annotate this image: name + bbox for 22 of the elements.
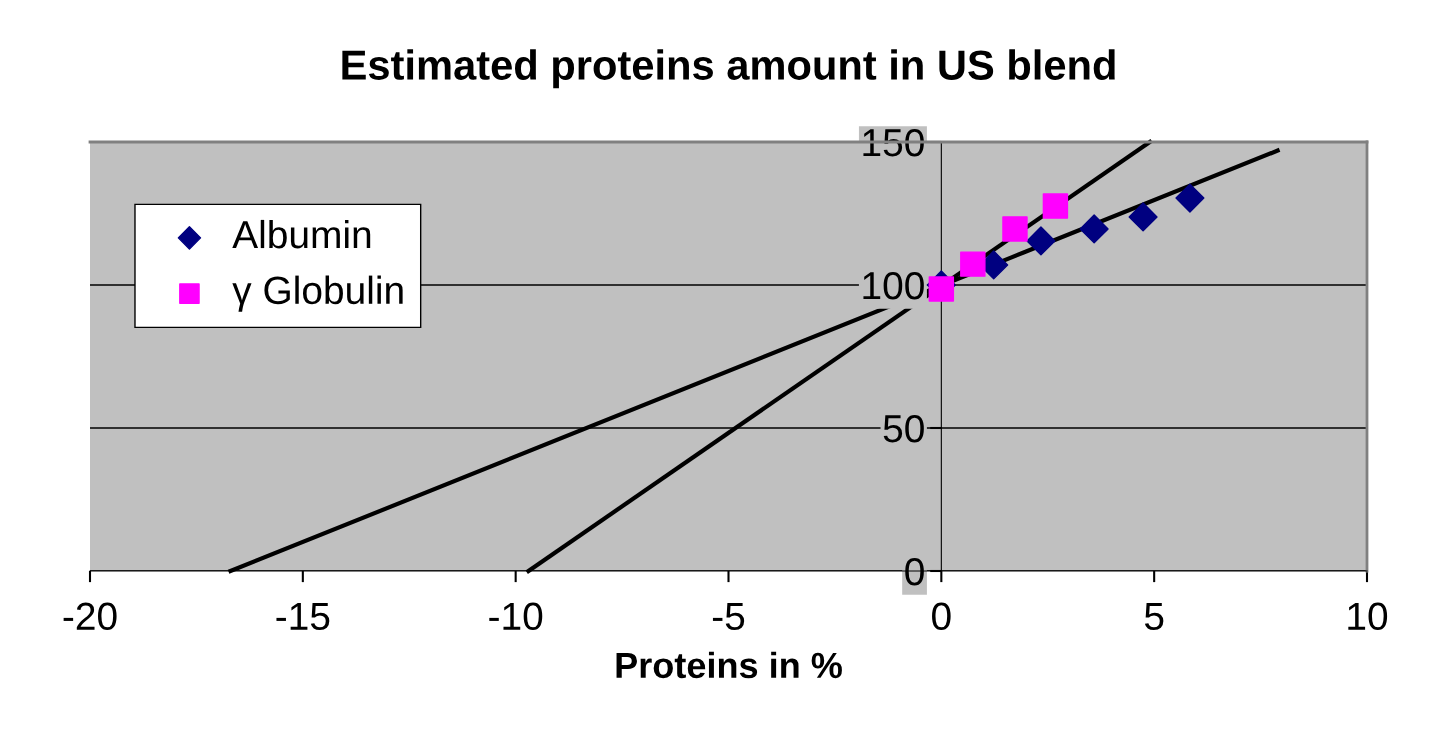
y-tick-label: 50 <box>883 414 924 443</box>
point <box>960 251 986 277</box>
x-tick-label: -20 <box>63 602 117 631</box>
x-tick-label: 5 <box>1144 602 1164 631</box>
x-tick-label: -10 <box>489 602 543 631</box>
x-tick-label: 10 <box>1348 602 1388 631</box>
x-tick-label: -15 <box>276 602 330 631</box>
legend-label: Albumin <box>232 219 371 249</box>
point <box>1026 226 1056 256</box>
point <box>1042 193 1069 219</box>
x-tick-label: -5 <box>712 602 745 631</box>
legend-label: γ Globulin <box>232 275 403 312</box>
point <box>1128 202 1158 232</box>
y-tick-label: 100 <box>863 271 924 300</box>
x-tick-label: 0 <box>932 602 951 631</box>
chart-title: Estimated proteins amount in US blend <box>342 49 1115 89</box>
point <box>1175 183 1205 213</box>
x-axis-title: Proteins in % <box>616 651 842 679</box>
point <box>928 276 955 302</box>
y-tick-label: 0 <box>905 557 924 586</box>
point <box>1002 216 1028 242</box>
point <box>1079 214 1109 244</box>
